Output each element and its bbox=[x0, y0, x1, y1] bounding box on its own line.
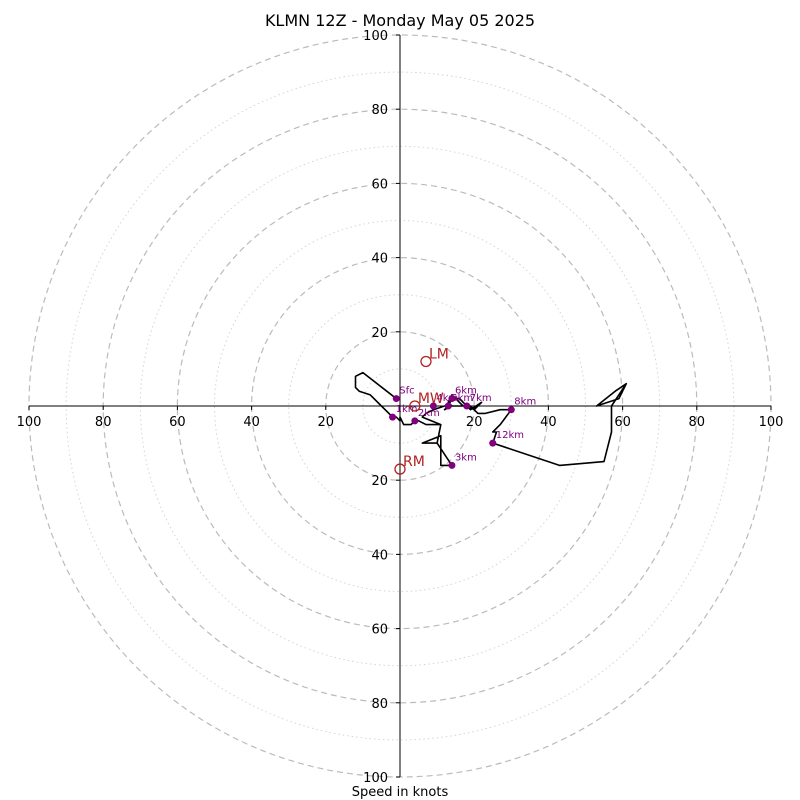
storm-motion-label-RM: RM bbox=[403, 454, 425, 470]
x-axis-label: Speed in knots bbox=[352, 785, 449, 800]
x-tick-label: 80 bbox=[689, 415, 706, 430]
height-label-3km: 3km bbox=[455, 452, 477, 463]
y-tick-label: 80 bbox=[371, 697, 388, 712]
x-tick-label: 100 bbox=[759, 415, 784, 430]
storm-motion-RM bbox=[394, 463, 406, 475]
y-tick-label: 100 bbox=[363, 29, 388, 44]
height-marker-3km bbox=[448, 461, 456, 469]
height-marker-Sfc bbox=[392, 395, 400, 403]
y-tick-label: 60 bbox=[371, 177, 388, 192]
height-label-Sfc: Sfc bbox=[399, 386, 414, 397]
storm-motion-MW bbox=[409, 400, 421, 412]
height-label-2km: 2km bbox=[418, 408, 440, 419]
storm-motion-markers: LM RM MW bbox=[394, 346, 449, 475]
y-tick-label: 60 bbox=[371, 623, 388, 638]
height-marker-7km bbox=[463, 402, 471, 410]
height-label-8km: 8km bbox=[514, 397, 536, 408]
y-tick-label: 40 bbox=[371, 548, 388, 563]
height-label-5km: 5km bbox=[451, 393, 473, 404]
height-marker-8km bbox=[507, 406, 515, 414]
height-label-1km: 1km bbox=[396, 404, 418, 415]
height-marker-6km bbox=[448, 395, 456, 403]
storm-motion-label-MW: MW bbox=[418, 391, 444, 407]
wind-trace-line bbox=[354, 371, 628, 467]
height-label-7km: 7km bbox=[470, 393, 492, 404]
x-tick-label: 20 bbox=[318, 415, 335, 430]
hodograph-trace bbox=[354, 371, 628, 467]
height-label-12km: 12km bbox=[496, 430, 524, 441]
height-label-6km: 6km bbox=[455, 386, 477, 397]
chart-title: KLMN 12Z - Monday May 05 2025 bbox=[264, 11, 536, 30]
height-marker-4km bbox=[429, 402, 437, 410]
x-tick-label: 60 bbox=[169, 415, 186, 430]
height-marker-1km bbox=[389, 413, 397, 421]
x-tick-label: 40 bbox=[540, 415, 557, 430]
x-tick-label: 20 bbox=[466, 415, 483, 430]
height-marker-12km bbox=[489, 439, 497, 447]
height-marker-2km bbox=[411, 417, 419, 425]
height-marker-5km bbox=[444, 402, 452, 410]
y-tick-label: 80 bbox=[371, 103, 388, 118]
y-tick-label: 40 bbox=[371, 252, 388, 267]
x-tick-label: 100 bbox=[17, 415, 42, 430]
y-tick-label: 100 bbox=[363, 771, 388, 786]
axes bbox=[29, 35, 771, 777]
y-tick-label: 20 bbox=[371, 326, 388, 341]
x-tick-label: 60 bbox=[614, 415, 631, 430]
tick-labels: 100 100 80 80 60 60 40 40 20 20 20 20 40 40 60 60 80 80 10… bbox=[17, 29, 784, 786]
height-label-4km: 4km bbox=[436, 393, 458, 404]
storm-motion-label-LM: LM bbox=[429, 346, 449, 362]
storm-motion-LM bbox=[420, 355, 432, 368]
x-tick-label: 80 bbox=[95, 415, 112, 430]
y-tick-label: 20 bbox=[371, 474, 388, 489]
x-tick-label: 40 bbox=[243, 415, 260, 430]
